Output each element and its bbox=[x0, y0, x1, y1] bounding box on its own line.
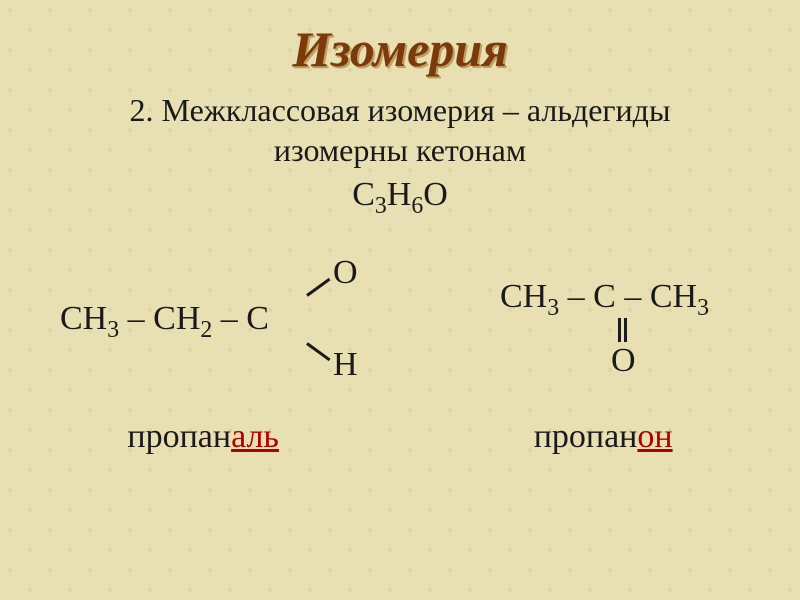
aldehyde-ch2: CH bbox=[153, 300, 200, 337]
aldehyde-name-root: пропан bbox=[127, 418, 231, 455]
formula-c: C bbox=[352, 176, 375, 213]
aldehyde-h: H bbox=[333, 346, 358, 384]
aldehyde-ch3-sub: 3 bbox=[107, 317, 119, 343]
page-title: Изомерия bbox=[0, 20, 800, 78]
ketone-name-suffix: он bbox=[637, 418, 672, 455]
ketone-double-bond bbox=[616, 318, 628, 342]
subtitle: 2. Межклассовая изомерия – альдегиды изо… bbox=[0, 90, 800, 170]
ketone-c: C bbox=[593, 278, 616, 315]
ketone-name: пропанон bbox=[534, 418, 673, 456]
structures-row: O CH3 – CH2 – C H CH3 – C – CH3 O bbox=[0, 248, 800, 388]
molecular-formula: C3H6O bbox=[0, 176, 800, 220]
aldehyde-o: O bbox=[333, 254, 358, 292]
aldehyde-structure: O CH3 – CH2 – C H bbox=[40, 248, 400, 388]
aldehyde-chain: CH3 – CH2 – C bbox=[60, 300, 269, 344]
aldehyde-bond-up bbox=[306, 278, 330, 297]
aldehyde-dash-1: – bbox=[119, 300, 153, 337]
formula-c-sub: 3 bbox=[375, 193, 387, 219]
ketone-ch3-a: CH bbox=[500, 278, 547, 315]
names-row: пропаналь пропанон bbox=[0, 418, 800, 456]
formula-o: O bbox=[423, 176, 448, 213]
ketone-chain: CH3 – C – CH3 bbox=[500, 278, 709, 322]
ketone-ch3-b-sub: 3 bbox=[697, 295, 709, 321]
ketone-structure: CH3 – C – CH3 O bbox=[480, 248, 760, 388]
aldehyde-c: C bbox=[246, 300, 269, 337]
ketone-o: O bbox=[611, 342, 636, 380]
aldehyde-name: пропаналь bbox=[127, 418, 279, 456]
aldehyde-ch3: CH bbox=[60, 300, 107, 337]
aldehyde-name-suffix: аль bbox=[231, 418, 279, 455]
ketone-dash-1: – bbox=[559, 278, 593, 315]
formula-h: H bbox=[387, 176, 412, 213]
aldehyde-ch2-sub: 2 bbox=[200, 317, 212, 343]
ketone-dash-2: – bbox=[616, 278, 650, 315]
ketone-name-root: пропан bbox=[534, 418, 638, 455]
formula-h-sub: 6 bbox=[411, 193, 423, 219]
aldehyde-dash-2: – bbox=[212, 300, 246, 337]
aldehyde-bond-down bbox=[306, 342, 330, 361]
subtitle-line-1: 2. Межклассовая изомерия – альдегиды bbox=[130, 92, 671, 128]
ketone-ch3-b: CH bbox=[650, 278, 697, 315]
ketone-ch3-a-sub: 3 bbox=[547, 295, 559, 321]
subtitle-line-2: изомерны кетонам bbox=[274, 132, 526, 168]
